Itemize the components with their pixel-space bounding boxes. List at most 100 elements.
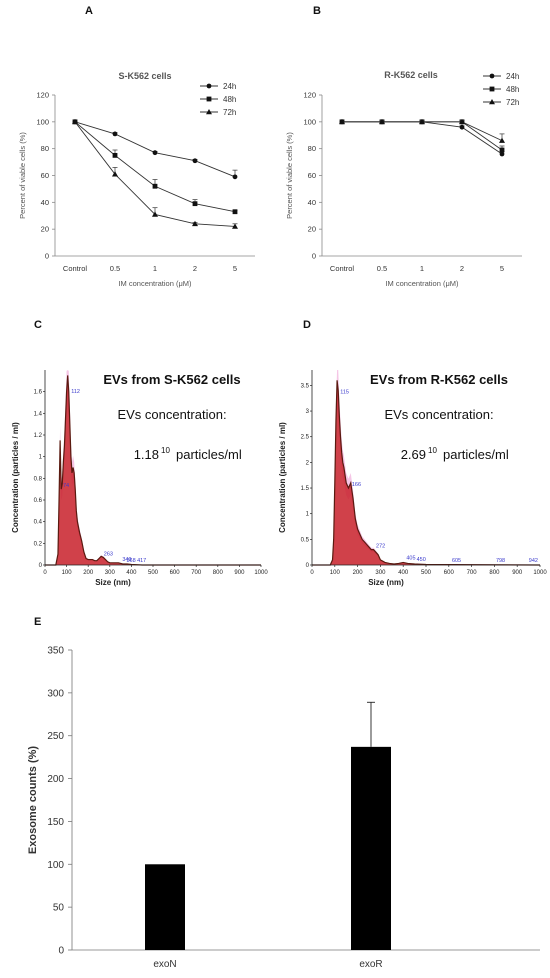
- y-tick-label: 20: [41, 225, 49, 234]
- y-tick-label: 1: [306, 512, 310, 518]
- x-tick-label: 500: [421, 570, 432, 576]
- legend-marker: [206, 83, 212, 89]
- y-axis-label: Percent of viable cells (%): [285, 132, 294, 219]
- distribution-area: [312, 380, 540, 565]
- y-tick-label: 100: [47, 860, 64, 871]
- panel-letter: E: [34, 616, 41, 628]
- x-tick-label: 2: [460, 264, 464, 273]
- concentration-exponent: 10: [161, 446, 170, 455]
- panel-letter: C: [34, 319, 42, 331]
- x-tick-label: 400: [126, 570, 137, 576]
- y-tick-label: 0.2: [34, 541, 43, 547]
- x-tick-label: 5: [233, 264, 237, 273]
- legend-marker: [206, 109, 212, 115]
- y-axis-label: Concentration (particles / ml): [11, 422, 20, 533]
- legend-marker: [489, 73, 495, 79]
- series-line: [342, 121, 503, 155]
- y-tick-label: 1.2: [34, 433, 43, 439]
- y-tick-label: 0: [306, 563, 310, 569]
- y-tick-label: 1.6: [34, 390, 43, 396]
- y-tick-label: 80: [41, 144, 49, 153]
- peak-label: 605: [452, 558, 461, 564]
- y-tick-label: 50: [53, 903, 65, 914]
- panel-c-chart: C 0 0.2 0.4 0.6 0.8 1 1.2 1.4 1.6 0 100 200 300 400 500…: [11, 319, 268, 587]
- x-tick-label: 400: [398, 570, 409, 576]
- legend-marker: [489, 86, 495, 92]
- data-point: [232, 209, 238, 215]
- legend-label: 24h: [223, 82, 236, 91]
- panel-a-chart: A S-K562 cells 0 20 40 60 80 100 120 Control 0.5 1 2…: [18, 5, 255, 288]
- peak-label: 115: [340, 390, 349, 396]
- annotation-title: EVs from S-K562 cells: [103, 372, 240, 387]
- peak-label: 417: [137, 558, 146, 564]
- x-tick-label: 300: [105, 570, 116, 576]
- peak-label: 74: [63, 483, 69, 489]
- x-tick-label: 1: [153, 264, 157, 273]
- peak-label: 263: [104, 551, 113, 557]
- panel-e-chart: E 0 50 100 150 200 250 300 350 Exosome counts (%)…: [27, 616, 540, 970]
- panel-d-chart: D 0 0.5 1 1.5 2 2.5 3 3.5 0 100 200 300 400 500 600 700 8…: [278, 319, 547, 587]
- y-tick-label: 0.4: [34, 520, 43, 526]
- series-24h: [339, 119, 505, 157]
- x-tick-label: 1000: [533, 570, 547, 576]
- annotation-concentration-label: EVs concentration:: [384, 407, 493, 422]
- concentration-exponent: 10: [428, 446, 437, 455]
- legend-label: 72h: [506, 98, 519, 107]
- distribution-area: [45, 375, 261, 565]
- peak-label: 166: [352, 482, 361, 488]
- y-tick-label: 3: [306, 409, 310, 415]
- data-point: [192, 158, 198, 164]
- y-tick-label: 0: [58, 946, 64, 957]
- data-point: [152, 183, 158, 189]
- y-tick-label: 0.6: [34, 498, 43, 504]
- panel-letter: B: [313, 5, 321, 17]
- distribution-line: [312, 380, 541, 566]
- x-tick-label: Control: [330, 264, 355, 273]
- y-tick-label: 2.5: [301, 435, 310, 441]
- y-tick-label: 300: [47, 688, 64, 699]
- y-axis-label: Concentration (particles / ml): [278, 422, 287, 533]
- peak-label: 405: [406, 555, 415, 561]
- peak-label: 450: [417, 557, 426, 563]
- y-tick-label: 150: [47, 817, 64, 828]
- series-48h: [339, 119, 505, 153]
- data-point: [192, 201, 198, 207]
- y-tick-label: 60: [41, 171, 49, 180]
- concentration-base: 1.18: [134, 447, 159, 462]
- y-tick-label: 20: [308, 225, 316, 234]
- distribution-line: [45, 375, 261, 566]
- y-tick-label: 0: [45, 252, 49, 261]
- x-tick-label: Control: [63, 264, 88, 273]
- legend-marker: [489, 99, 495, 105]
- x-axis-label: IM concentration (μM): [385, 279, 459, 288]
- x-tick-label: 700: [191, 570, 202, 576]
- data-point: [112, 171, 118, 177]
- concentration-unit: particles/ml: [176, 447, 242, 462]
- peak-label: 798: [496, 558, 505, 564]
- panel-letter: A: [85, 5, 93, 17]
- x-tick-label: 600: [170, 570, 181, 576]
- y-tick-label: 40: [308, 198, 316, 207]
- y-axis-label: Exosome counts (%): [27, 746, 39, 855]
- bar-exoR: [351, 746, 391, 950]
- bar-exoN: [145, 864, 185, 950]
- y-tick-label: 0: [39, 563, 43, 569]
- y-tick-label: 120: [303, 91, 316, 100]
- y-tick-label: 40: [41, 198, 49, 207]
- y-tick-label: 1: [39, 455, 43, 461]
- chart-title: R-K562 cells: [384, 70, 438, 80]
- data-point: [499, 137, 505, 143]
- panel-letter: D: [303, 319, 311, 331]
- data-point: [152, 150, 158, 156]
- data-point: [499, 147, 505, 153]
- x-tick-label: exoR: [359, 959, 382, 970]
- x-tick-label: 200: [353, 570, 364, 576]
- peak-label: 272: [376, 544, 385, 550]
- x-tick-label: 200: [83, 570, 94, 576]
- data-point: [152, 211, 158, 217]
- data-point: [232, 223, 238, 229]
- y-tick-label: 1.4: [34, 411, 43, 417]
- y-tick-label: 200: [47, 774, 64, 785]
- y-tick-label: 100: [303, 117, 316, 126]
- chart-title: S-K562 cells: [118, 71, 171, 81]
